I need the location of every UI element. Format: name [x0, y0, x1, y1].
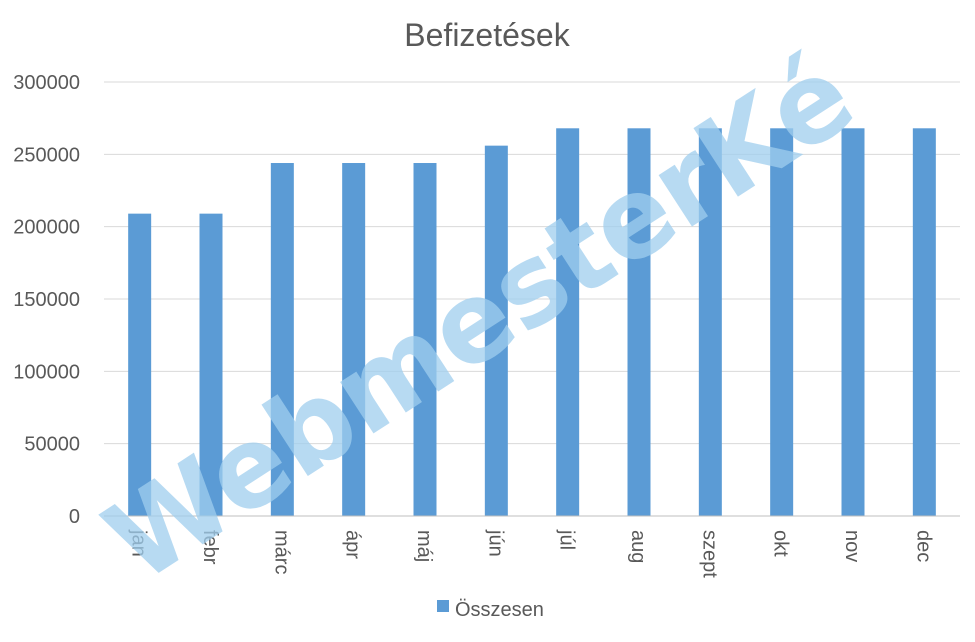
- x-tick-label: márc: [270, 530, 292, 574]
- y-tick-label: 0: [69, 506, 80, 528]
- x-tick-label: júl: [556, 529, 578, 550]
- x-tick-label: jan: [128, 529, 150, 557]
- bar-júl: [556, 128, 580, 516]
- x-tick-label: jún: [484, 529, 506, 557]
- x-tick-label: dec: [912, 530, 934, 562]
- x-tick-label: ápr: [342, 530, 364, 559]
- x-axis-ticks: jan febr márc ápr máj jún júl aug szept okt nov dec: [128, 529, 935, 578]
- bar-szept: [698, 128, 722, 516]
- y-tick-label: 50000: [24, 434, 80, 456]
- bar-nov: [841, 128, 865, 516]
- bar-ápr: [342, 163, 366, 516]
- chart-title: Befizetések: [404, 17, 570, 53]
- bar-jan: [128, 213, 152, 516]
- x-tick-label: szept: [698, 530, 720, 578]
- y-tick-label: 300000: [13, 72, 80, 94]
- x-tick-label: febr: [199, 530, 221, 565]
- bar-márc: [270, 163, 294, 516]
- gridlines: [104, 81, 960, 445]
- x-tick-label: máj: [413, 530, 435, 562]
- bar-jún: [484, 145, 508, 517]
- bars: [128, 128, 936, 517]
- x-tick-label: okt: [770, 530, 792, 557]
- x-tick-label: nov: [841, 530, 863, 562]
- y-axis-ticks: 0 50000 100000 150000 200000 250000 300000: [13, 72, 80, 528]
- bar-okt: [770, 128, 794, 516]
- legend-label-osszesen: Összesen: [455, 599, 544, 621]
- x-tick-label: aug: [627, 530, 649, 563]
- y-tick-label: 100000: [13, 361, 80, 383]
- bar-febr: [199, 213, 223, 516]
- y-tick-label: 250000: [13, 144, 80, 166]
- legend: Összesen: [437, 599, 544, 621]
- legend-swatch-osszesen: [437, 600, 449, 612]
- bar-máj: [413, 163, 437, 516]
- y-tick-label: 150000: [13, 289, 80, 311]
- y-tick-label: 200000: [13, 217, 80, 239]
- bar-aug: [627, 128, 651, 516]
- bar-dec: [912, 128, 936, 516]
